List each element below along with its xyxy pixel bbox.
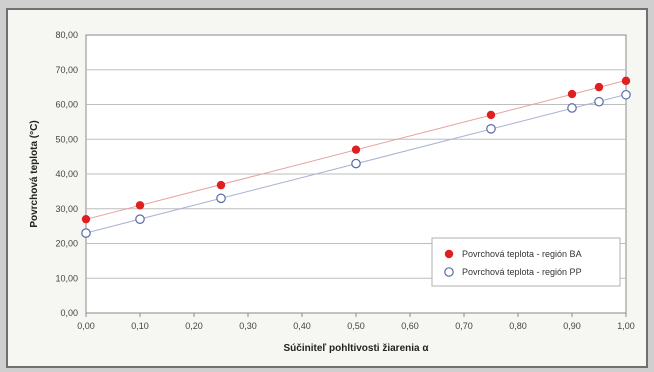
data-point-pp bbox=[351, 158, 361, 169]
x-tick-label: 0,70 bbox=[455, 321, 473, 331]
legend: Povrchová teplota - región BA Povrchová … bbox=[431, 237, 621, 287]
data-point-pp bbox=[135, 214, 145, 224]
x-axis-ticks: 0,00 0,10 0,20 0,30 0,40 0,50 0,60 0,70 0,80 0,90… bbox=[77, 313, 635, 331]
y-axis-ticks: 0,00 10,00 20,00 30,00 40,00 50,00 60,00 70,00 8… bbox=[55, 30, 78, 318]
legend-marker-pp bbox=[444, 267, 454, 277]
x-tick-label: 0,20 bbox=[185, 321, 203, 331]
scatter-chart: 0,00 10,00 20,00 30,00 40,00 50,00 60,00 70,00 8… bbox=[29, 30, 635, 354]
x-tick-label: 0,50 bbox=[347, 321, 365, 331]
y-tick-label: 80,00 bbox=[55, 30, 78, 40]
x-tick-label: 0,40 bbox=[293, 321, 311, 331]
x-tick-label: 0,30 bbox=[239, 321, 257, 331]
data-point-ba bbox=[81, 214, 91, 224]
legend-label-ba: Povrchová teplota - región BA bbox=[462, 249, 582, 259]
x-tick-label: 0,00 bbox=[77, 321, 95, 331]
data-point-ba bbox=[486, 110, 496, 120]
x-tick-label: 0,10 bbox=[131, 321, 149, 331]
x-tick-label: 0,80 bbox=[509, 321, 527, 331]
data-point-pp bbox=[621, 89, 631, 100]
data-point-pp bbox=[594, 96, 604, 107]
y-tick-label: 40,00 bbox=[55, 169, 78, 179]
data-point-ba bbox=[621, 76, 631, 86]
y-tick-label: 0,00 bbox=[60, 308, 78, 318]
data-point-pp bbox=[567, 103, 577, 113]
y-axis-title: Povrchová teplota (°C) bbox=[29, 120, 40, 227]
y-tick-label: 10,00 bbox=[55, 273, 78, 283]
data-point-ba bbox=[351, 145, 361, 154]
x-tick-label: 0,90 bbox=[563, 321, 581, 331]
x-tick-label: 1,00 bbox=[617, 321, 635, 331]
data-point-ba bbox=[135, 201, 145, 210]
x-axis-title: Súčiniteľ pohltivosti žiarenia α bbox=[283, 343, 429, 354]
y-tick-label: 60,00 bbox=[55, 100, 78, 110]
data-point-ba bbox=[594, 82, 604, 92]
data-point-pp bbox=[216, 193, 226, 204]
data-points bbox=[81, 76, 631, 238]
x-tick-label: 0,60 bbox=[401, 321, 419, 331]
legend-box bbox=[431, 237, 621, 287]
data-point-pp bbox=[486, 124, 496, 134]
y-tick-label: 50,00 bbox=[55, 134, 78, 144]
y-tick-label: 70,00 bbox=[55, 65, 78, 75]
y-tick-label: 20,00 bbox=[55, 239, 78, 249]
data-point-ba bbox=[216, 180, 226, 190]
data-point-pp bbox=[81, 228, 91, 238]
chart-frame: 0,00 10,00 20,00 30,00 40,00 50,00 60,00 70,00 8… bbox=[6, 8, 648, 368]
data-point-ba bbox=[567, 89, 577, 99]
legend-marker-ba bbox=[444, 249, 454, 259]
y-tick-label: 30,00 bbox=[55, 204, 78, 214]
legend-label-pp: Povrchová teplota - región PP bbox=[462, 267, 582, 277]
